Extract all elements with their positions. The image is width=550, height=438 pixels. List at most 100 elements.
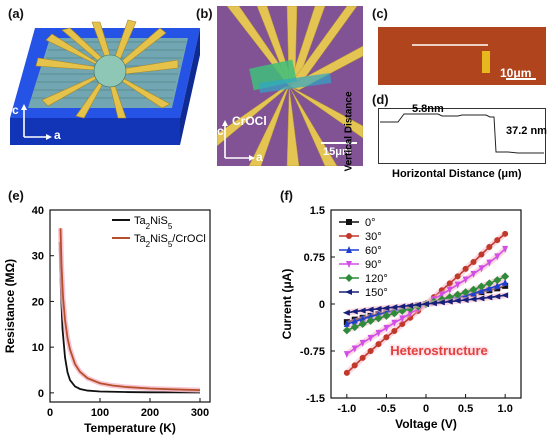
panel-b-axis-a: a: [256, 150, 263, 164]
legend-label-ta2nis5: Ta2NiS5: [134, 215, 173, 231]
data-point: [390, 309, 399, 318]
data-point: [406, 302, 414, 309]
legend-marker: [346, 246, 352, 253]
panel-a-axis-a: a: [54, 128, 61, 142]
data-point: [446, 280, 453, 287]
data-point: [359, 354, 366, 361]
data-point: [486, 284, 493, 292]
panel-d-xlabel: Horizontal Distance (μm): [392, 168, 522, 180]
y-tick-label: 20: [32, 296, 44, 308]
data-point: [391, 319, 398, 327]
data-point: [351, 362, 358, 369]
data-point: [343, 369, 350, 376]
y-tick-label: 0: [38, 388, 44, 400]
data-point: [453, 290, 462, 299]
legend-item: 30°: [339, 231, 382, 243]
y-tick-label: 1.5: [310, 205, 325, 217]
series-line-ta2nis5-crocl: [59, 228, 201, 392]
data-point: [454, 273, 461, 280]
data-point: [453, 297, 461, 304]
afm-flake: [482, 51, 490, 73]
data-point: [429, 300, 437, 307]
legend-item: 150°: [339, 287, 388, 299]
data-point: [494, 281, 501, 289]
data-point: [374, 305, 382, 312]
x-axis-label: Temperature (K): [84, 421, 176, 435]
data-point: [502, 245, 509, 253]
legend-marker: [346, 233, 352, 239]
data-point: [367, 348, 374, 354]
data-point: [469, 285, 478, 294]
data-point: [399, 315, 406, 323]
data-point: [343, 351, 350, 359]
data-point: [501, 292, 509, 299]
legend-marker: [346, 219, 352, 225]
data-point: [351, 317, 358, 325]
height-profile-line: [380, 113, 544, 154]
substrate-side: [180, 28, 200, 145]
channel: [258, 73, 332, 93]
legend-marker: [346, 261, 352, 268]
data-point: [462, 276, 469, 284]
panel-a-axis-c: c: [12, 103, 19, 117]
x-tick-label: 1.0: [498, 403, 513, 415]
data-point: [485, 294, 493, 301]
data-point: [414, 301, 422, 308]
legend-label: 90°: [365, 259, 382, 271]
gold-electrodes: [35, 19, 179, 119]
series-glow-ta2nis5-crocl: [58, 228, 201, 393]
data-point: [342, 326, 351, 335]
legend-item: 90°: [339, 259, 382, 271]
y-axis-label: Current (μA): [280, 269, 294, 340]
panel-b-label: (b): [196, 6, 213, 21]
data-point: [382, 311, 391, 320]
data-point: [454, 281, 461, 289]
data-point: [486, 259, 493, 267]
y-tick-label: 30: [32, 251, 44, 263]
y-tick-label: -0.75: [300, 346, 325, 358]
data-point: [493, 293, 501, 300]
data-point: [461, 296, 469, 303]
data-point: [478, 265, 485, 273]
panel-d-height-annotation: 37.2 nm: [506, 125, 547, 137]
substrate-front: [10, 118, 180, 145]
data-point: [486, 243, 493, 250]
heterostructure-annotation: Heterostructure: [390, 343, 488, 358]
data-point: [470, 259, 477, 266]
data-point: [477, 282, 486, 291]
data-point: [501, 272, 510, 281]
legend-label: 0°: [365, 217, 376, 229]
data-point: [359, 339, 366, 347]
x-axis-label: Voltage (V): [395, 417, 457, 431]
data-point: [502, 230, 509, 237]
data-point: [367, 334, 374, 342]
data-point: [446, 286, 453, 294]
x-tick-label: 300: [191, 407, 209, 419]
center-disk: [93, 54, 127, 88]
legend-label: 120°: [365, 273, 388, 285]
panel-b-crocl-label: CrOCl: [232, 114, 267, 128]
panel-a-schematic: [10, 19, 200, 145]
y-axis-label: Resistance (MΩ): [3, 259, 17, 353]
data-point: [462, 265, 469, 272]
series-line-ta2nis5: [58, 241, 201, 394]
legend-label: 150°: [365, 287, 388, 299]
data-point: [478, 251, 485, 258]
panel-d-label: (d): [372, 92, 389, 107]
panel-c-scale-bar: 10μm: [500, 66, 532, 80]
data-point: [485, 279, 494, 288]
panel-f-label: (f): [280, 188, 293, 203]
panel-c-label: (c): [372, 6, 388, 21]
x-tick-label: -1.0: [337, 403, 356, 415]
series-150-deg: [342, 292, 509, 316]
data-point: [494, 237, 501, 244]
x-tick-label: -0.5: [377, 403, 396, 415]
data-point: [477, 295, 485, 302]
data-point: [383, 334, 390, 341]
panel-b-micrograph: [217, 6, 363, 166]
data-point: [493, 276, 502, 285]
panel-d-ylabel: Vertical Distance: [343, 91, 355, 172]
data-point: [383, 324, 390, 332]
data-point: [350, 323, 359, 332]
data-point: [502, 278, 509, 286]
